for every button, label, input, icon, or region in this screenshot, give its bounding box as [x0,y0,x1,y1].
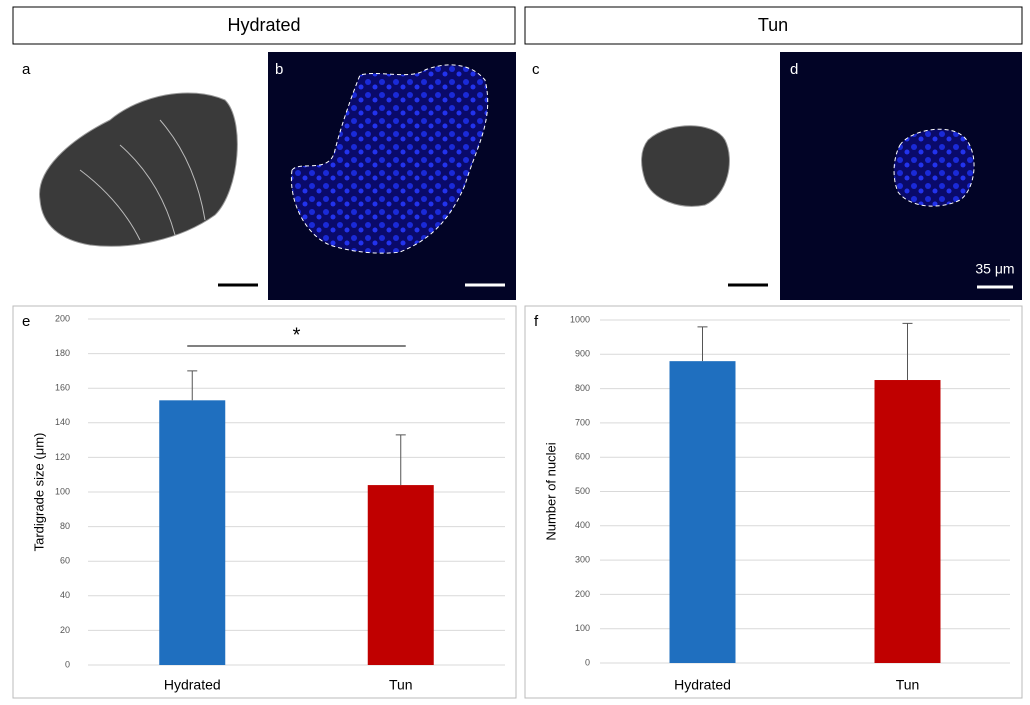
x-tick-label: Tun [896,677,920,693]
y-tick-label: 140 [55,417,70,427]
y-tick-label: 500 [575,486,590,496]
bar [368,485,434,665]
panel-label: e [22,313,30,330]
error-bar [903,323,913,380]
chart-frame [13,306,516,698]
specimen-image [642,126,730,207]
panel-label: a [22,61,31,78]
error-bar [698,327,708,361]
y-tick-label: 0 [585,657,590,667]
specimen-image [40,93,238,246]
bar [159,400,225,665]
scale-label: 35 μm [975,261,1014,277]
panel-label: b [275,61,283,78]
figure: Hydrated Tun a b c 35 μm d e f 0 20 40 60 80… [0,0,1030,700]
y-tick-label: 0 [65,659,70,669]
y-tick-label: 160 [55,383,70,393]
y-tick-label: 900 [575,349,590,359]
y-tick-label: 800 [575,383,590,393]
y-tick-label: 40 [60,590,70,600]
panel-label: f [534,313,539,330]
y-tick-label: 600 [575,452,590,462]
significance-label: * [293,324,301,346]
y-tick-label: 200 [55,313,70,323]
x-tick-label: Tun [389,677,413,693]
x-tick-label: Hydrated [674,677,731,693]
y-tick-label: 1000 [570,314,590,324]
chart-frame [525,306,1022,698]
y-tick-label: 120 [55,452,70,462]
y-tick-label: 60 [60,556,70,566]
y-tick-label: 300 [575,554,590,564]
header: Hydrated [227,15,300,35]
y-tick-label: 700 [575,417,590,427]
x-tick-label: Hydrated [164,677,221,693]
specimen-outline [894,129,974,206]
panel-label: c [532,61,540,78]
bar [875,380,941,663]
header: Tun [758,15,788,35]
error-bar [396,435,406,485]
y-tick-label: 180 [55,348,70,358]
y-tick-label: 400 [575,520,590,530]
y-axis-title: Number of nuclei [543,442,558,540]
bar [670,361,736,663]
y-tick-label: 20 [60,625,70,635]
y-tick-label: 100 [55,486,70,496]
y-tick-label: 100 [575,623,590,633]
y-tick-label: 200 [575,589,590,599]
y-axis-title: Tardigrade size (μm) [31,433,46,552]
panel-label: d [790,61,798,78]
error-bar [187,371,197,400]
y-tick-label: 80 [60,521,70,531]
